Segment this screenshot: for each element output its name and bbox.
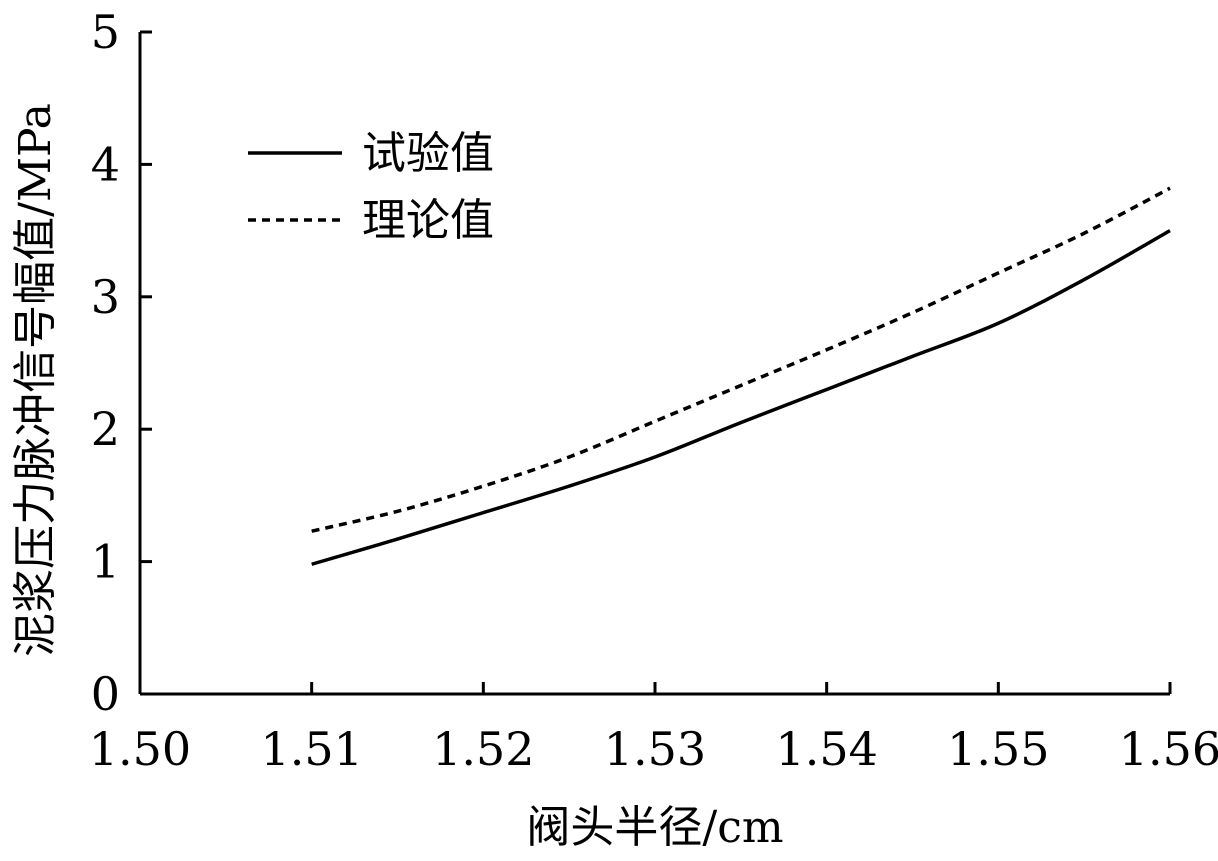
x-tick-label: 1.54 — [775, 722, 877, 776]
y-tick-label: 2 — [91, 402, 120, 456]
x-tick-label: 1.53 — [604, 722, 706, 776]
x-tick-label: 1.55 — [947, 722, 1049, 776]
series-line-0 — [311, 229, 1171, 566]
y-tick-label: 4 — [91, 137, 120, 191]
y-tick-label: 1 — [91, 535, 120, 589]
y-tick-label: 5 — [91, 5, 120, 59]
legend-label-1: 理论值 — [362, 195, 494, 246]
ticks: 1.50 1.51 1.52 1.53 1.54 1.55 1.56 0 1 2 3 4 5 — [89, 5, 1218, 776]
x-axis-title: 阀头半径/cm — [526, 802, 783, 853]
series-layer — [311, 186, 1171, 566]
x-tick-label: 1.56 — [1119, 722, 1218, 776]
series-line-1 — [311, 186, 1171, 533]
y-tick-label: 0 — [91, 667, 120, 721]
y-tick-label: 3 — [91, 270, 120, 324]
legend-label-0: 试验值 — [362, 128, 494, 179]
x-tick-label: 1.52 — [432, 722, 534, 776]
axes — [138, 32, 1170, 696]
y-axis-title: 泥浆压力脉冲信号幅值/MPa — [10, 103, 61, 657]
x-tick-label: 1.50 — [89, 722, 191, 776]
x-tick-label: 1.51 — [260, 722, 362, 776]
